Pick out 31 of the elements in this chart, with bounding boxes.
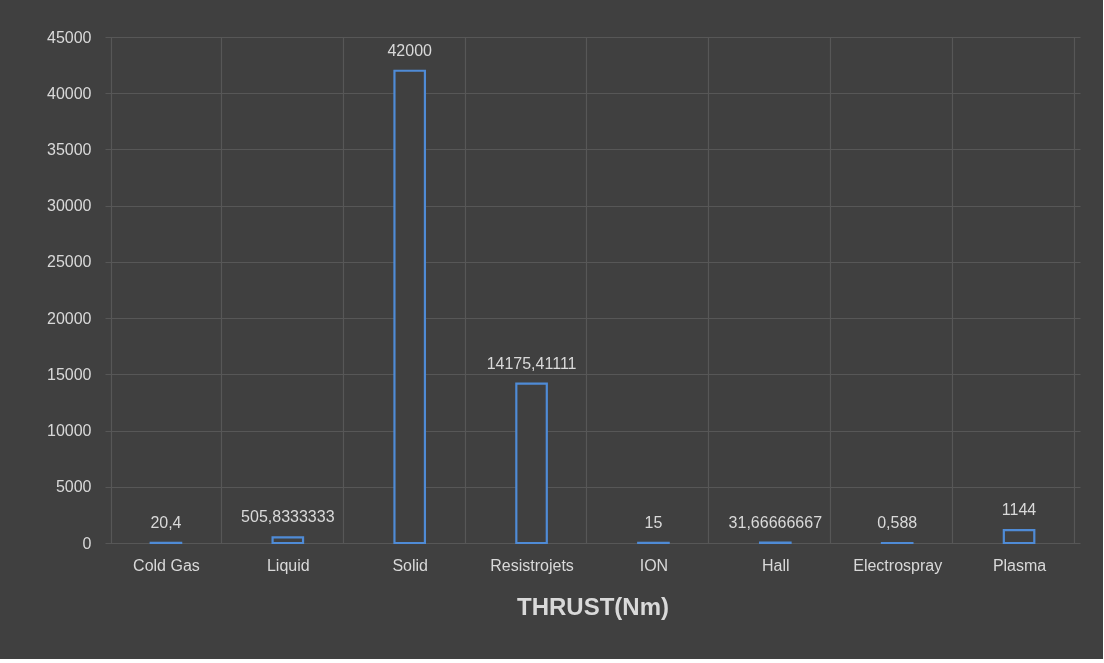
x-tick-label: Liquid: [266, 556, 310, 574]
data-label: 0,588: [877, 513, 918, 531]
data-label: 15: [644, 513, 663, 531]
data-label: 14175,41111: [486, 354, 577, 372]
bar: [271, 536, 305, 545]
bar: [1002, 529, 1036, 545]
y-tick-label: 0: [82, 534, 92, 552]
y-tick-label: 20000: [47, 309, 92, 327]
data-label: 1144: [1001, 501, 1037, 519]
x-tick-label: Plasma: [992, 556, 1047, 574]
y-tick-label: 15000: [47, 365, 92, 383]
y-tick-label: 45000: [47, 28, 92, 46]
y-tick-label: 10000: [47, 422, 92, 440]
data-label: 20,4: [150, 513, 182, 531]
x-tick-label: Hall: [762, 556, 790, 574]
x-tick-label: Cold Gas: [133, 556, 200, 574]
y-tick-label: 5000: [55, 478, 92, 496]
data-label: 31,66666667: [728, 513, 823, 531]
bar: [515, 382, 548, 545]
y-tick-label: 25000: [47, 253, 92, 271]
x-tick-label: ION: [639, 556, 669, 574]
bar: [393, 69, 427, 545]
x-tick-label: Electrospray: [853, 556, 943, 574]
y-tick-label: 35000: [47, 140, 92, 158]
y-tick-label: 40000: [47, 84, 92, 102]
data-label: 42000: [387, 41, 433, 59]
x-axis-title: THRUST(Nm): [517, 592, 669, 620]
x-tick-label: Resistrojets: [490, 556, 574, 574]
x-tick-label: Solid: [392, 556, 428, 574]
data-label: 505,8333333: [241, 508, 335, 526]
y-tick-label: 30000: [47, 197, 92, 215]
